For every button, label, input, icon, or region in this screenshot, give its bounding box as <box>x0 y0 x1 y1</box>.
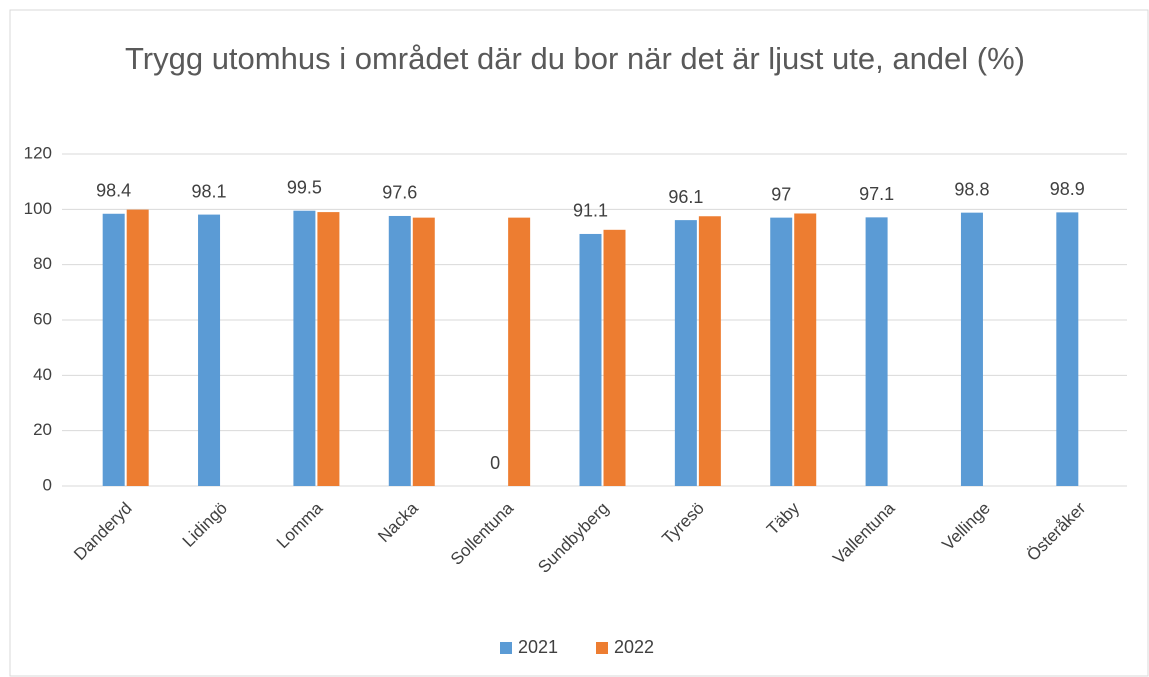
x-tick-label: Vellinge <box>938 499 994 555</box>
x-tick-label: Danderyd <box>70 499 136 565</box>
data-label: 97 <box>771 184 791 204</box>
legend-swatch <box>500 642 512 654</box>
x-tick-label: Nacka <box>374 498 422 546</box>
data-label: 97.6 <box>382 183 417 203</box>
y-tick-label: 0 <box>43 475 52 494</box>
bar <box>317 212 340 486</box>
y-tick-label: 100 <box>24 199 52 218</box>
x-tick-label: Lomma <box>273 498 327 552</box>
y-tick-label: 20 <box>33 420 52 439</box>
x-tick-label: Vallentuna <box>829 498 899 568</box>
bar <box>388 215 411 486</box>
data-label: 0 <box>490 453 500 473</box>
x-tick-label: Tyresö <box>658 499 708 549</box>
bar <box>102 213 125 486</box>
x-tick-label: Sundbyberg <box>534 499 612 577</box>
data-label: 98.8 <box>954 179 989 199</box>
chart-title: Trygg utomhus i området där du bor när d… <box>124 41 1025 76</box>
bar <box>198 214 221 486</box>
y-tick-label: 40 <box>33 365 52 384</box>
data-label: 96.1 <box>668 187 703 207</box>
legend-label: 2022 <box>614 637 654 657</box>
bar <box>126 209 149 487</box>
data-label: 98.1 <box>192 181 227 201</box>
bar <box>698 216 721 486</box>
y-tick-label: 60 <box>33 309 52 328</box>
y-tick-label: 80 <box>33 254 52 273</box>
y-tick-label: 120 <box>24 143 52 162</box>
bar <box>960 212 983 487</box>
x-tick-label: Sollentuna <box>447 498 518 569</box>
chart-border <box>9 9 1149 677</box>
data-label: 98.4 <box>96 181 131 201</box>
bar <box>1056 212 1079 487</box>
bar <box>794 213 817 486</box>
bar <box>293 210 316 486</box>
bar <box>770 217 793 486</box>
legend-label: 2021 <box>518 637 558 657</box>
legend-swatch <box>596 642 608 654</box>
bar <box>865 217 888 486</box>
bar <box>579 233 602 486</box>
bar <box>508 217 531 486</box>
data-label: 97.1 <box>859 184 894 204</box>
x-tick-label: Lidingö <box>179 499 231 551</box>
bar <box>674 220 697 486</box>
data-label: 91.1 <box>573 201 608 221</box>
data-label: 99.5 <box>287 177 322 197</box>
bar <box>412 217 435 486</box>
x-tick-label: Österåker <box>1023 498 1089 564</box>
data-label: 98.9 <box>1050 179 1085 199</box>
bar <box>603 229 626 486</box>
x-tick-label: Täby <box>763 498 804 539</box>
